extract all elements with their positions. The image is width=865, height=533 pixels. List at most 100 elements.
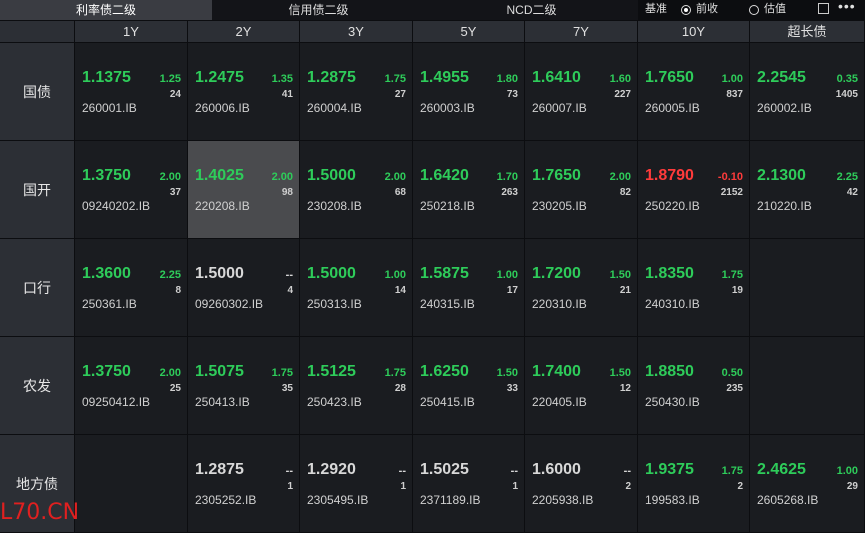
price: 1.8850 (645, 363, 694, 380)
quote-cell[interactable]: 1.5000 1.00 14 250313.IB (300, 239, 412, 336)
bond-code: 199583.IB (645, 493, 700, 507)
layout-icon[interactable] (818, 3, 829, 14)
bond-code: 09240202.IB (82, 199, 151, 213)
trade-count: 41 (281, 89, 293, 100)
bond-code: 260001.IB (82, 101, 137, 115)
quote-cell[interactable]: 1.6250 1.50 33 250415.IB (413, 337, 524, 434)
change: 1.70 (496, 171, 518, 183)
quote-cell[interactable]: 1.3750 2.00 25 09250412.IB (75, 337, 187, 434)
row-header: 国开 (0, 141, 74, 238)
quote-cell[interactable]: 2.1300 2.25 42 210220.IB (750, 141, 864, 238)
trade-count: 42 (846, 187, 858, 198)
change: 1.75 (384, 367, 406, 379)
bond-code: 2205938.IB (532, 493, 594, 507)
price: 1.1375 (82, 69, 131, 86)
change: 0.50 (721, 367, 743, 379)
trade-count: 1 (287, 481, 293, 492)
more-icon[interactable]: ••• (838, 0, 856, 14)
quote-cell[interactable]: 1.5000 -- 4 09260302.IB (188, 239, 299, 336)
change: 1.50 (609, 367, 631, 379)
quote-cell[interactable]: 1.7650 2.00 82 230205.IB (525, 141, 637, 238)
radio-label[interactable]: 估值 (764, 3, 786, 15)
trade-count: 37 (169, 187, 181, 198)
radio-label[interactable]: 前收 (696, 3, 718, 15)
trade-count: 27 (394, 89, 406, 100)
change: 1.00 (721, 73, 743, 85)
quote-cell[interactable]: 1.2875 1.75 27 260004.IB (300, 43, 412, 140)
quote-cell[interactable]: 1.1375 1.25 24 260001.IB (75, 43, 187, 140)
change: 1.75 (271, 367, 293, 379)
quote-cell[interactable]: 1.3750 2.00 37 09240202.IB (75, 141, 187, 238)
change: 1.00 (836, 465, 858, 477)
trade-count: 19 (731, 285, 743, 296)
change: -- (285, 465, 293, 477)
quote-cell[interactable]: 1.3600 2.25 8 250361.IB (75, 239, 187, 336)
quote-cell[interactable]: 1.5000 2.00 68 230208.IB (300, 141, 412, 238)
change: 1.50 (609, 269, 631, 281)
bond-code: 250218.IB (420, 199, 475, 213)
price: 1.2875 (307, 69, 356, 86)
price: 1.7650 (645, 69, 694, 86)
quote-cell[interactable]: 1.8350 1.75 19 240310.IB (638, 239, 749, 336)
price: 1.5125 (307, 363, 356, 380)
trade-count: 17 (506, 285, 518, 296)
bond-code: 240310.IB (645, 297, 700, 311)
price: 1.5000 (195, 265, 244, 282)
tab[interactable]: 信用债二级 (212, 0, 425, 20)
quote-cell[interactable]: 1.2875 -- 1 2305252.IB (188, 435, 299, 532)
change: 1.35 (271, 73, 293, 85)
change: 2.25 (836, 171, 858, 183)
bond-code: 250313.IB (307, 297, 362, 311)
change: 1.00 (496, 269, 518, 281)
watermark: L70.CN (0, 500, 80, 525)
quote-cell (750, 337, 864, 434)
price: 1.8350 (645, 265, 694, 282)
bond-code: 230205.IB (532, 199, 587, 213)
quote-cell[interactable]: 1.9375 1.75 2 199583.IB (638, 435, 749, 532)
quote-cell[interactable]: 1.4955 1.80 73 260003.IB (413, 43, 524, 140)
bond-code: 250220.IB (645, 199, 700, 213)
change: -- (623, 465, 631, 477)
tab[interactable]: NCD二级 (425, 0, 638, 20)
radio-button[interactable] (681, 5, 691, 15)
quote-cell[interactable]: 1.5125 1.75 28 250423.IB (300, 337, 412, 434)
quote-cell[interactable]: 1.7400 1.50 12 220405.IB (525, 337, 637, 434)
quote-cell[interactable]: 1.2475 1.35 41 260006.IB (188, 43, 299, 140)
trade-count: 1405 (835, 89, 858, 100)
quote-cell[interactable]: 1.6000 -- 2 2205938.IB (525, 435, 637, 532)
benchmark-label: 基准 (645, 3, 667, 15)
quote-cell[interactable]: 1.6420 1.70 263 250218.IB (413, 141, 524, 238)
price: 1.4955 (420, 69, 469, 86)
quote-cell[interactable]: 1.5025 -- 1 2371189.IB (413, 435, 524, 532)
bond-code: 260005.IB (645, 101, 700, 115)
quote-cell[interactable]: 1.6410 1.60 227 260007.IB (525, 43, 637, 140)
trade-count: 25 (169, 383, 181, 394)
bond-code: 09250412.IB (82, 395, 151, 409)
quote-cell[interactable]: 1.8790 -0.10 2152 250220.IB (638, 141, 749, 238)
quote-cell[interactable]: 1.7650 1.00 837 260005.IB (638, 43, 749, 140)
trade-count: 263 (501, 187, 518, 198)
quote-cell[interactable]: 1.5075 1.75 35 250413.IB (188, 337, 299, 434)
bond-code: 220310.IB (532, 297, 587, 311)
trade-count: 73 (506, 89, 518, 100)
price: 2.4625 (757, 461, 806, 478)
quote-cell[interactable]: 2.4625 1.00 29 2605268.IB (750, 435, 864, 532)
price: 1.5075 (195, 363, 244, 380)
tab[interactable]: 利率债二级 (0, 0, 212, 20)
trade-count: 1 (400, 481, 406, 492)
radio-button[interactable] (749, 5, 759, 15)
quote-cell[interactable]: 1.4025 2.00 98 220208.IB (188, 141, 299, 238)
change: 2.00 (159, 171, 181, 183)
quote-cell[interactable]: 1.5875 1.00 17 240315.IB (413, 239, 524, 336)
price: 2.2545 (757, 69, 806, 86)
bond-code: 240315.IB (420, 297, 475, 311)
quote-cell[interactable]: 1.2920 -- 1 2305495.IB (300, 435, 412, 532)
quote-cell[interactable]: 1.7200 1.50 21 220310.IB (525, 239, 637, 336)
quote-cell[interactable]: 1.8850 0.50 235 250430.IB (638, 337, 749, 434)
quote-cell[interactable]: 2.2545 0.35 1405 260002.IB (750, 43, 864, 140)
bond-code: 2305252.IB (195, 493, 257, 507)
bond-code: 09260302.IB (195, 297, 264, 311)
trade-count: 2 (625, 481, 631, 492)
bond-code: 210220.IB (757, 199, 812, 213)
